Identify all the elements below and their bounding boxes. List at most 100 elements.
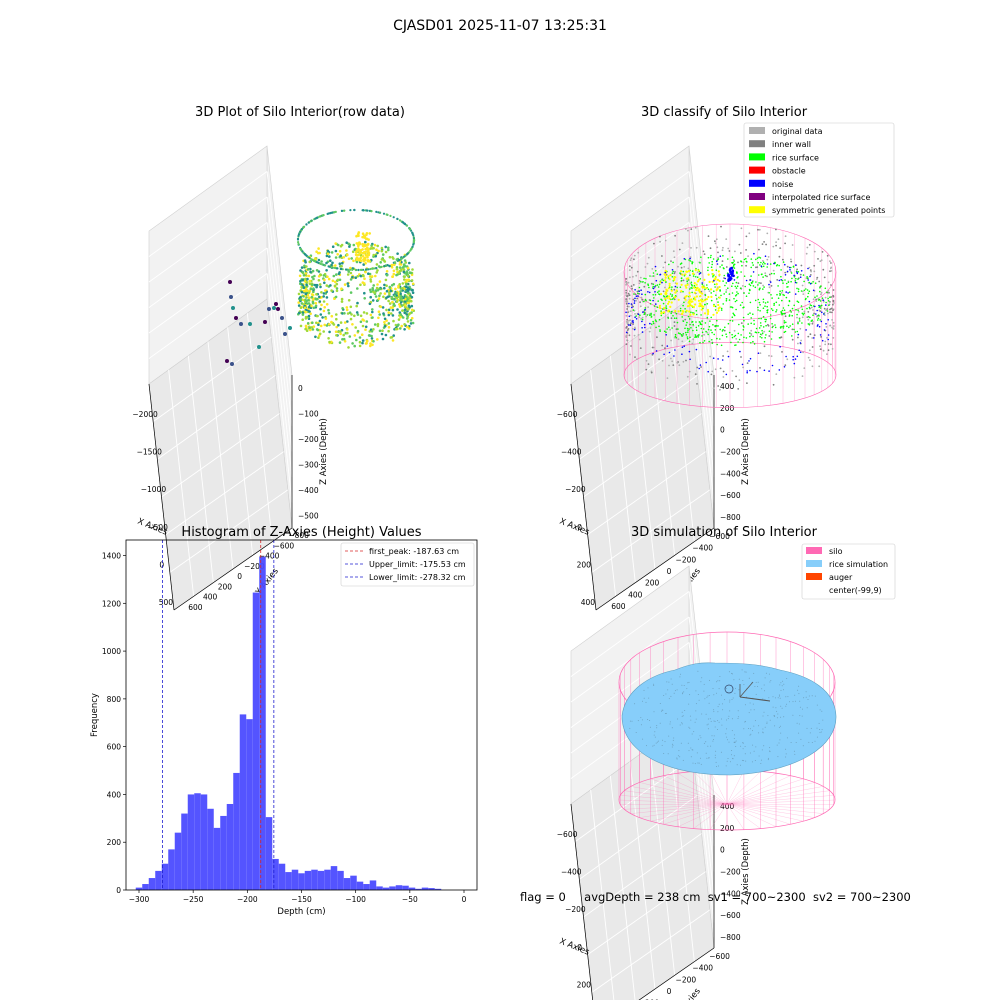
rice-surface-point	[771, 331, 773, 333]
y-tick-label: 400	[203, 593, 218, 602]
rice-surface-point	[778, 264, 780, 267]
noise-point	[799, 351, 802, 354]
rice-simulation-point	[744, 746, 746, 747]
rice-simulation-point	[753, 709, 755, 711]
rice-surface-point	[743, 292, 745, 294]
rice-surface-point	[680, 334, 683, 336]
rice-surface-point	[671, 276, 674, 278]
rice-surface-point	[724, 284, 726, 287]
data-point	[370, 275, 374, 278]
data-point	[374, 274, 377, 278]
rice-surface-point	[722, 267, 725, 269]
rice-surface-point	[687, 329, 689, 332]
inner-wall-point	[722, 376, 725, 378]
rice-simulation-point	[653, 744, 655, 746]
rice-surface-point	[820, 285, 822, 287]
rice-surface-point	[731, 261, 733, 264]
rice-simulation-point	[810, 727, 812, 729]
data-point	[406, 288, 409, 292]
inner-wall-point	[681, 242, 684, 245]
inner-wall-point	[763, 241, 765, 243]
rice-surface-point	[782, 325, 785, 328]
rice-simulation-point	[769, 747, 771, 749]
rice-surface-point	[807, 315, 810, 318]
rice-simulation-point	[786, 703, 787, 705]
data-point	[398, 283, 402, 286]
inner-wall-point	[625, 292, 628, 294]
inner-wall-point	[831, 326, 833, 329]
rice-surface-point	[715, 324, 717, 327]
inner-wall-point	[815, 278, 818, 280]
data-point	[384, 245, 388, 249]
inner-wall-point	[784, 271, 787, 274]
rice-simulation-point	[779, 739, 781, 741]
gridline	[570, 171, 690, 257]
noise-point	[647, 291, 649, 293]
rice-surface-point	[758, 256, 760, 259]
inner-wall-point	[829, 324, 831, 327]
noise-point	[773, 262, 775, 265]
rice-surface-point	[787, 286, 789, 288]
inner-wall-point	[717, 251, 719, 254]
rice-simulation-point	[777, 713, 779, 715]
data-point	[319, 307, 322, 311]
rice-simulation-point	[677, 755, 679, 757]
data-point	[358, 340, 362, 344]
rice-surface-point	[791, 323, 794, 326]
rice-simulation-point	[631, 720, 633, 722]
rice-simulation-point	[712, 688, 714, 689]
rice-surface-point	[735, 294, 738, 296]
data-point	[405, 317, 409, 320]
rice-surface-point	[700, 323, 703, 326]
rice-simulation-point	[767, 715, 769, 717]
rice-simulation-point	[653, 683, 655, 685]
data-point	[331, 211, 334, 214]
rice-surface-point	[642, 281, 644, 283]
symmetric-point	[690, 304, 693, 307]
inner-wall-point	[647, 306, 649, 308]
inner-wall-point	[640, 318, 643, 320]
rice-surface-point	[648, 286, 650, 289]
rice-simulation-point	[682, 692, 684, 694]
noise-point	[674, 285, 677, 288]
symmetric-point	[693, 282, 696, 285]
rice-surface-point	[695, 335, 697, 338]
rice-surface-point	[687, 279, 690, 281]
data-point	[325, 269, 328, 272]
data-point	[304, 327, 307, 331]
inner-wall-point	[726, 350, 729, 353]
noise-point	[717, 358, 719, 360]
noise-point	[665, 334, 667, 336]
rice-surface-point	[644, 282, 646, 284]
rice-simulation-point	[737, 716, 739, 718]
rice-simulation-point	[688, 681, 690, 683]
data-point	[412, 239, 416, 242]
data-point	[321, 263, 324, 266]
inner-wall-point	[627, 292, 630, 295]
data-point	[367, 272, 370, 276]
symmetric-point	[688, 299, 691, 302]
rice-surface-point	[748, 283, 751, 286]
rice-simulation-point	[700, 681, 702, 683]
rice-simulation-point	[780, 725, 781, 727]
rice-surface-point	[707, 328, 710, 331]
data-point	[342, 255, 346, 259]
rice-surface-point	[655, 270, 657, 272]
data-point	[324, 264, 327, 267]
data-point	[234, 316, 238, 320]
rice-surface-point	[759, 257, 762, 259]
rice-surface-point	[674, 333, 677, 336]
y-tick-label: 0	[667, 987, 672, 996]
rice-surface-point	[806, 277, 809, 280]
rice-simulation-point	[731, 730, 733, 732]
noise-point	[825, 323, 827, 325]
data-point	[308, 310, 311, 313]
rice-simulation-point	[749, 702, 751, 704]
data-point	[376, 269, 379, 272]
rice-simulation-point	[785, 756, 787, 758]
y-tick-label: −600	[709, 952, 730, 961]
inner-wall-point	[647, 256, 650, 259]
symmetric-point	[667, 275, 670, 278]
noise-point	[823, 313, 825, 315]
z-axis-label: Z Axies (Depth)	[741, 418, 751, 485]
